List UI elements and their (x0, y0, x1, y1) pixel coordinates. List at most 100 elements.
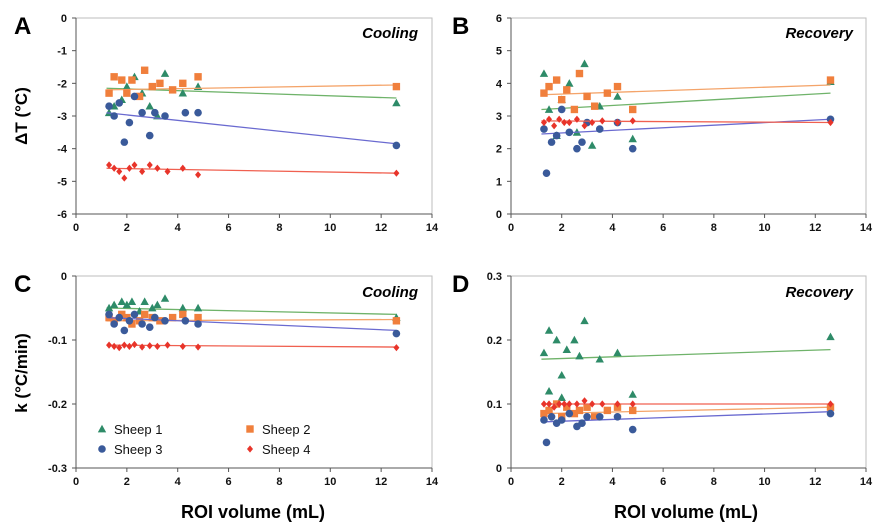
x-tick-label: 0 (508, 222, 514, 234)
condition-label-a: Cooling (362, 25, 418, 42)
data-point-sheep-3 (547, 138, 556, 146)
condition-label-d: Recovery (785, 284, 853, 301)
x-tick-label: 6 (226, 476, 232, 488)
legend: Sheep 1 Sheep 2 Sheep 3 Sheep 4 (97, 422, 310, 457)
data-point-sheep-1 (587, 141, 597, 149)
plot-frame-d (510, 275, 867, 469)
x-tick-label: 14 (426, 222, 439, 234)
data-point-sheep-4 (556, 400, 563, 408)
data-point-sheep-4 (614, 400, 621, 408)
data-point-sheep-4 (573, 115, 580, 123)
data-point-sheep-2 (563, 403, 571, 411)
data-point-sheep-4 (121, 174, 128, 182)
y-tick-label: 4 (496, 78, 503, 90)
data-point-sheep-3 (540, 416, 548, 424)
data-point-sheep-3 (110, 112, 118, 120)
data-point-sheep-4 (139, 343, 146, 351)
data-point-sheep-3 (130, 310, 139, 319)
x-tick-label: 12 (375, 222, 387, 234)
data-point-sheep-2 (110, 73, 118, 81)
data-point-sheep-2 (156, 317, 164, 325)
data-point-sheep-4 (540, 118, 547, 127)
data-point-sheep-1 (140, 297, 149, 305)
data-point-sheep-3 (392, 141, 401, 150)
fit-line-sheep-1 (541, 348, 831, 360)
y-tick-label: 0 (61, 13, 67, 25)
data-point-sheep-4 (827, 118, 834, 127)
data-point-sheep-2 (123, 89, 131, 97)
data-point-sheep-3 (138, 108, 146, 117)
panel-letter-d: D (452, 271, 469, 298)
data-point-sheep-4 (393, 169, 400, 177)
data-point-sheep-1 (544, 105, 554, 113)
x-tick-label: 2 (559, 222, 565, 234)
series-sheep-1-a (104, 69, 401, 120)
x-tick-label: 0 (508, 476, 514, 488)
x-tick-label: 2 (124, 222, 130, 234)
x-tick-label: 14 (860, 476, 873, 488)
x-axis-label-right: ROI volume (mL) (614, 502, 758, 522)
panel-letter-c: C (14, 271, 31, 298)
data-point-sheep-4 (581, 122, 588, 130)
fit-line-sheep-3 (541, 411, 831, 423)
fit-line-sheep-4 (106, 344, 397, 348)
y-tick-label: 0 (61, 271, 67, 283)
x-tick-label: 0 (73, 476, 79, 488)
data-point-sheep-2 (629, 105, 637, 114)
data-point-sheep-4 (111, 164, 118, 172)
data-point-sheep-3 (628, 425, 637, 434)
data-point-sheep-2 (826, 76, 835, 84)
data-point-sheep-3 (542, 169, 551, 177)
data-point-sheep-2 (583, 403, 591, 411)
series-sheep-3-a (105, 92, 401, 150)
panel-d: 0 2 4 6 8 10 12 14 0 0.1 0.2 0.3 (487, 271, 873, 488)
data-point-sheep-4 (131, 340, 138, 349)
data-point-sheep-1 (557, 371, 566, 379)
data-point-sheep-1 (392, 98, 401, 107)
data-point-sheep-3 (557, 105, 566, 114)
legend-entry-sheep-1: Sheep 1 (97, 422, 162, 437)
data-point-sheep-4 (146, 342, 153, 350)
data-point-sheep-1 (544, 387, 554, 395)
y-tick-label: -6 (57, 209, 67, 221)
data-point-sheep-2 (590, 413, 599, 421)
data-point-sheep-2 (545, 406, 553, 415)
y-tick-label: 2 (496, 144, 502, 156)
data-point-sheep-4 (566, 118, 573, 127)
data-point-sheep-4 (551, 122, 558, 130)
data-point-sheep-2 (590, 102, 599, 110)
data-point-sheep-2 (118, 76, 126, 84)
data-point-sheep-1 (613, 348, 622, 357)
data-point-sheep-3 (565, 128, 574, 137)
data-point-sheep-4 (179, 164, 186, 172)
data-point-sheep-3 (110, 320, 118, 328)
y-tick-label: 3 (496, 111, 502, 123)
data-point-sheep-3 (120, 326, 129, 335)
x-tick-label: 8 (711, 476, 717, 488)
legend-entry-sheep-4: Sheep 4 (247, 442, 310, 457)
plot-frame-b (510, 17, 867, 215)
data-point-sheep-2 (583, 92, 591, 101)
y-tick-label: 5 (496, 46, 502, 58)
data-point-sheep-4 (116, 167, 123, 176)
data-point-sheep-2 (540, 409, 548, 418)
x-tick-label: 4 (609, 476, 616, 488)
data-point-sheep-2 (613, 82, 622, 91)
data-point-sheep-3 (161, 112, 169, 120)
data-point-sheep-4 (139, 167, 146, 176)
data-point-sheep-4 (154, 342, 161, 350)
data-point-sheep-4 (546, 400, 553, 408)
data-point-sheep-4 (146, 161, 153, 169)
legend-marker-sheep-2 (246, 425, 254, 433)
y-tick-label: -2 (57, 78, 67, 90)
data-point-sheep-2 (570, 409, 579, 418)
data-point-sheep-1 (557, 393, 566, 401)
data-point-sheep-4 (629, 117, 636, 125)
x-tick-label: 12 (809, 222, 821, 234)
data-point-sheep-1 (570, 335, 579, 344)
data-point-sheep-2 (552, 76, 561, 84)
data-point-sheep-4 (629, 400, 636, 408)
data-point-sheep-3 (194, 108, 202, 117)
